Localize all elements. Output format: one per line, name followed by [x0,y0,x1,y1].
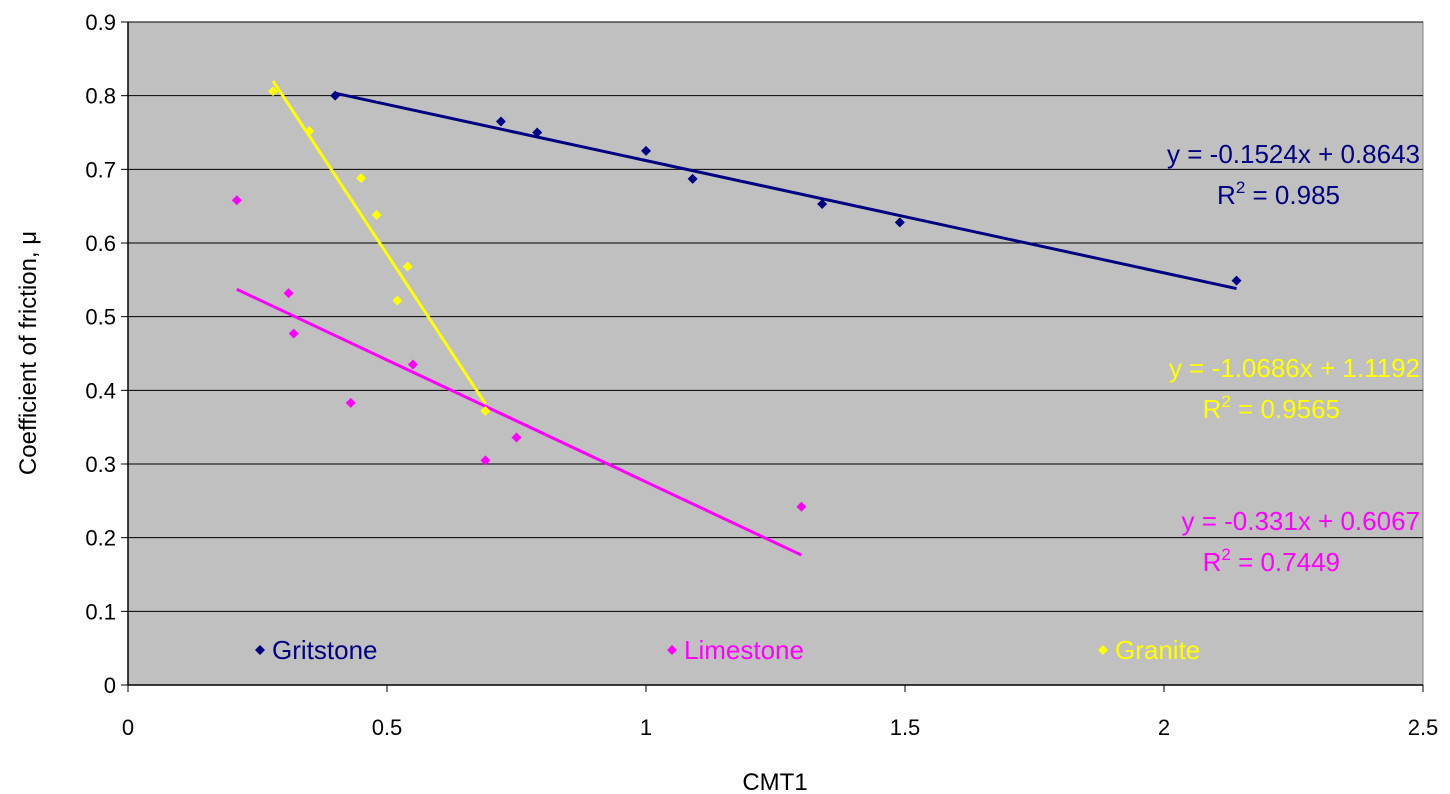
point-gritstone [330,90,341,101]
x-tick-label: 2.5 [1408,715,1439,740]
y-tick-label: 0.7 [85,157,116,182]
x-tick-label: 1.5 [890,715,921,740]
r-squared-granite: R2 = 0.9565 [1203,392,1340,424]
x-tick-label: 1 [640,715,652,740]
point-limestone [480,455,491,466]
point-granite [268,86,279,97]
equation-granite: y = -1.0686x + 1.1192 [1169,353,1420,383]
point-granite [371,210,382,221]
legend-label-limestone: Limestone [684,635,804,665]
point-gritstone [495,116,506,127]
legend-label-gritstone: Gritstone [272,635,378,665]
point-granite [304,126,315,137]
legend: Gritstone Limestone Granite [255,635,1200,665]
equation-limestone: y = -0.331x + 0.6067 [1181,506,1420,536]
x-tick-label: 2 [1158,715,1170,740]
point-gritstone [641,145,651,156]
x-tick-label: 0 [122,715,134,740]
y-tick-label: 0.5 [85,305,116,330]
trendline-equations: y = -0.1524x + 0.8643 R2 = 0.985 y = -0.33… [1167,139,1420,577]
y-tick-label: 0.6 [85,231,116,256]
y-axis-label: Coefficient of friction, μ [15,231,42,475]
point-limestone [511,432,522,443]
point-gritstone [894,217,905,228]
gridlines [128,21,1423,612]
equation-gritstone: y = -0.1524x + 0.8643 [1167,139,1420,169]
point-limestone [231,195,242,206]
axes: 0 0.1 0.2 0.3 0.4 0.5 0.6 0.7 0.8 0.9 0 0.5 1 1.5 2 2.5 [85,10,1438,740]
legend-label-granite: Granite [1115,635,1200,665]
legend-marker-granite [1098,645,1108,655]
trendline-limestone [236,287,803,557]
r-squared-limestone: R2 = 0.7449 [1203,545,1340,577]
x-axis-label: CMT1 [742,769,807,794]
point-gritstone [817,198,828,209]
point-granite [402,261,413,272]
point-limestone [345,397,356,408]
y-tick-label: 0.1 [85,599,116,624]
legend-marker-limestone [667,645,677,655]
point-granite [356,173,367,184]
point-limestone [283,288,294,299]
y-tick-label: 0.3 [85,452,116,477]
point-gritstone [687,173,698,184]
point-limestone [407,359,418,370]
point-limestone [288,328,299,339]
y-tick-label: 0 [104,673,116,698]
point-limestone [796,501,807,512]
point-gritstone [1231,275,1242,286]
y-tick-label: 0.9 [85,10,116,35]
legend-marker-gritstone [255,645,265,655]
r-squared-gritstone: R2 = 0.985 [1217,178,1340,210]
y-tick-label: 0.4 [85,378,116,403]
y-tick-label: 0.2 [85,526,116,551]
data-points [231,86,1242,512]
point-gritstone [532,127,543,138]
y-tick-label: 0.8 [85,84,116,109]
x-tick-label: 0.5 [372,715,403,740]
plot-area [127,21,1424,686]
trendline-gritstone [334,91,1237,291]
point-granite [392,295,403,306]
point-granite [480,405,491,416]
